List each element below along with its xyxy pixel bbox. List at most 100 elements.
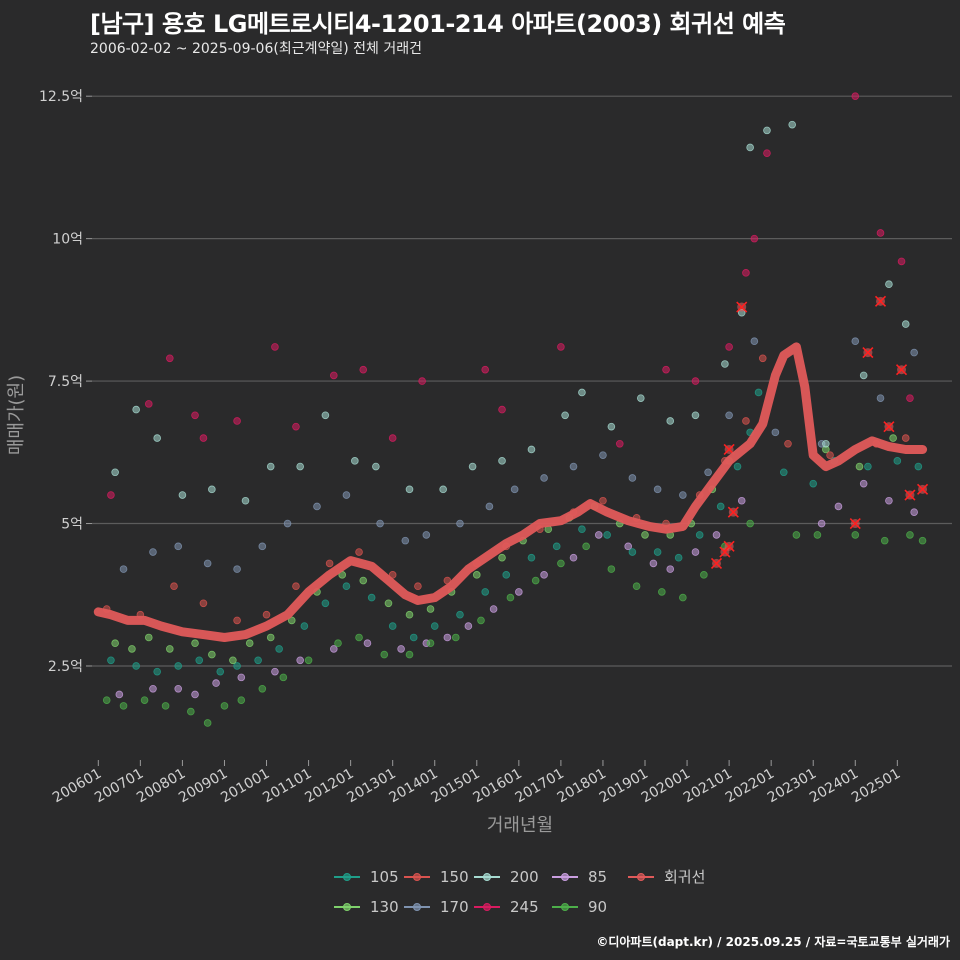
- point-130: [472, 571, 481, 579]
- point-245: [199, 434, 208, 442]
- point-170: [851, 337, 860, 346]
- highlight-marker: [904, 489, 916, 501]
- legend-label: 130: [370, 898, 399, 916]
- legend-swatch-dot: [343, 903, 351, 911]
- point-200: [153, 434, 161, 442]
- point-200: [266, 462, 275, 471]
- point-90: [918, 536, 927, 545]
- highlight-marker: [874, 295, 887, 307]
- point-200: [468, 462, 477, 471]
- point-85: [397, 645, 405, 653]
- chart-subtitle: 2006-02-02 ~ 2025-09-06(최근계약일) 전체 거래건: [90, 41, 422, 57]
- point-105: [914, 462, 923, 471]
- point-105: [233, 662, 241, 670]
- point-130: [855, 462, 864, 471]
- point-200: [822, 439, 830, 448]
- y-tick-label: 2.5억: [48, 659, 83, 675]
- highlight-marker: [883, 421, 895, 433]
- point-90: [851, 531, 860, 539]
- point-200: [788, 120, 796, 129]
- point-85: [859, 479, 868, 488]
- point-150: [901, 434, 910, 442]
- point-90: [607, 565, 616, 573]
- point-85: [149, 684, 157, 693]
- point-245: [292, 422, 300, 431]
- point-85: [885, 496, 893, 505]
- point-245: [691, 377, 700, 385]
- point-200: [132, 405, 140, 414]
- point-90: [813, 531, 822, 539]
- point-90: [119, 702, 128, 710]
- point-200: [721, 360, 729, 368]
- chart-title: [남구] 용호 LG메트로시티4-1201-214 아파트(2003) 회귀선 …: [90, 10, 786, 38]
- point-85: [212, 679, 220, 687]
- highlight-marker: [723, 540, 735, 552]
- point-90: [220, 702, 229, 710]
- point-150: [414, 582, 422, 591]
- point-85: [540, 571, 548, 579]
- point-200: [763, 126, 771, 135]
- point-245: [330, 371, 338, 380]
- point-105: [430, 622, 439, 630]
- point-245: [742, 269, 750, 277]
- point-90: [531, 576, 540, 585]
- point-105: [216, 667, 225, 676]
- point-90: [380, 650, 389, 659]
- legend-label: 245: [510, 898, 539, 916]
- point-90: [746, 519, 754, 528]
- point-105: [367, 593, 376, 602]
- point-170: [313, 502, 321, 511]
- highlight-marker: [727, 506, 739, 518]
- point-150: [784, 439, 792, 448]
- point-105: [481, 588, 490, 596]
- point-170: [401, 536, 410, 545]
- point-245: [851, 92, 860, 100]
- point-130: [111, 639, 119, 647]
- point-200: [405, 485, 414, 494]
- point-200: [241, 496, 250, 505]
- point-90: [304, 656, 313, 665]
- point-90: [679, 593, 687, 602]
- point-85: [691, 548, 700, 556]
- point-150: [325, 559, 334, 568]
- point-90: [187, 707, 195, 716]
- point-90: [632, 582, 641, 591]
- point-245: [144, 400, 153, 408]
- point-105: [527, 553, 536, 562]
- y-tick-label: 10억: [52, 232, 83, 248]
- point-200: [561, 411, 569, 420]
- legend-swatch-dot: [483, 903, 491, 911]
- point-170: [203, 559, 212, 568]
- legend-swatch-dot: [561, 873, 569, 881]
- point-90: [161, 702, 170, 710]
- point-170: [342, 491, 351, 499]
- point-200: [859, 371, 868, 380]
- gridlines: [92, 95, 952, 667]
- point-245: [906, 394, 914, 402]
- point-105: [893, 457, 902, 465]
- point-85: [649, 559, 658, 568]
- point-170: [725, 411, 733, 420]
- point-85: [464, 622, 473, 630]
- point-90: [792, 531, 801, 539]
- point-90: [203, 719, 212, 727]
- point-105: [578, 525, 586, 534]
- point-90: [477, 616, 485, 625]
- point-170: [283, 519, 292, 528]
- point-105: [321, 599, 330, 608]
- point-130: [889, 434, 897, 442]
- point-90: [582, 542, 590, 551]
- legend-label: 회귀선: [664, 868, 705, 886]
- point-90: [258, 684, 267, 693]
- legend-swatch-dot: [637, 873, 645, 881]
- regression-line: [93, 342, 928, 642]
- point-150: [355, 548, 363, 556]
- legend-swatch-dot: [413, 903, 421, 911]
- point-170: [876, 394, 885, 402]
- highlight-marker: [916, 483, 929, 495]
- point-85: [296, 656, 304, 665]
- point-90: [906, 531, 914, 539]
- point-150: [233, 616, 241, 625]
- point-105: [342, 582, 351, 591]
